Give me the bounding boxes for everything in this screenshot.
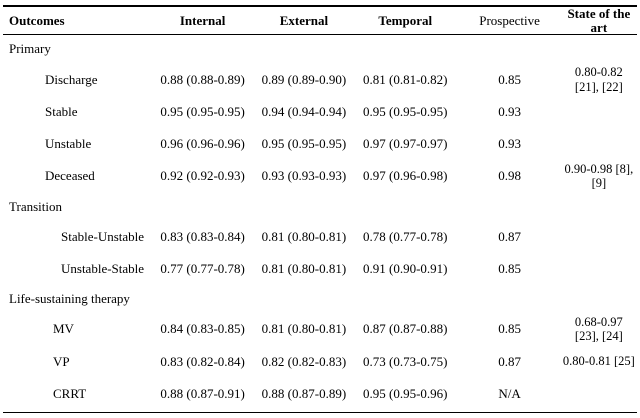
section-label: Life-sustaining therapy (9, 290, 130, 306)
column-header-prospective: Prospective (479, 12, 540, 28)
row-label: VP (53, 353, 70, 369)
cell-external: 0.94 (0.94-0.94) (261, 104, 347, 120)
cell-temporal: 0.81 (0.81-0.82) (362, 71, 448, 87)
data-row: Stable 0.95 (0.95-0.95) 0.94 (0.94-0.94) 0.… (3, 96, 637, 128)
column-header-external: External (279, 12, 329, 28)
cell-sota (561, 221, 637, 253)
column-header-label: Outcomes (9, 12, 65, 28)
table-body: Primary Discharge 0.88 (0.88-0.89) 0.89 (0.… (3, 35, 637, 410)
cell-prospective: 0.93 (498, 104, 521, 120)
cell-prospective: N/A (498, 385, 521, 401)
cell-internal: 0.77 (0.77-0.78) (160, 260, 245, 276)
row-label: MV (53, 321, 74, 337)
row-label: Unstable (45, 136, 92, 152)
data-row: Unstable-Stable 0.77 (0.77-0.78) 0.81 (0.8… (3, 253, 637, 285)
cell-sota: 0.80-0.81 [25] (562, 354, 635, 369)
column-header-temporal: Temporal (378, 12, 433, 28)
section-row: Primary (3, 35, 637, 64)
row-label: Stable-Unstable (61, 228, 145, 244)
cell-prospective: 0.87 (498, 228, 521, 244)
cell-external: 0.88 (0.87-0.89) (261, 385, 347, 401)
results-table: Outcomes Internal External Temporal Prospect… (3, 5, 637, 410)
cell-internal: 0.83 (0.83-0.84) (160, 228, 245, 244)
data-row: Stable-Unstable 0.83 (0.83-0.84) 0.81 (0.8… (3, 221, 637, 253)
cell-temporal: 0.78 (0.77-0.78) (362, 228, 448, 244)
cell-internal: 0.96 (0.96-0.96) (160, 136, 245, 152)
column-header-sota: State of the art (567, 6, 631, 35)
cell-external: 0.81 (0.80-0.81) (261, 260, 347, 276)
cell-prospective: 0.85 (498, 260, 521, 276)
cell-external: 0.93 (0.93-0.93) (261, 168, 347, 184)
data-row: MV 0.84 (0.83-0.85) 0.81 (0.80-0.81) 0.87 (… (3, 313, 637, 346)
cell-sota: 0.80-0.82 [21], [22] (574, 65, 623, 94)
section-label: Primary (9, 41, 51, 57)
cell-external: 0.95 (0.95-0.95) (261, 136, 347, 152)
column-header-internal: Internal (179, 12, 226, 28)
cell-internal: 0.84 (0.83-0.85) (160, 321, 245, 337)
section-label: Transition (9, 198, 62, 214)
data-row: Discharge 0.88 (0.88-0.89) 0.89 (0.89-0.90… (3, 63, 637, 96)
cell-external: 0.82 (0.82-0.83) (261, 353, 347, 369)
cell-sota (561, 253, 637, 285)
cell-prospective: 0.87 (498, 353, 521, 369)
cell-temporal: 0.95 (0.95-0.95) (362, 104, 448, 120)
data-row: Deceased 0.92 (0.92-0.93) 0.93 (0.93-0.93)… (3, 160, 637, 193)
cell-external: 0.89 (0.89-0.90) (261, 71, 347, 87)
cell-internal: 0.83 (0.82-0.84) (160, 353, 245, 369)
cell-temporal: 0.95 (0.95-0.96) (362, 385, 448, 401)
row-label: Discharge (45, 71, 98, 87)
cell-prospective: 0.98 (498, 168, 521, 184)
table-footnote: Abbreviations: CRRT: Continuous Renal Re… (3, 411, 637, 418)
data-row: Unstable 0.96 (0.96-0.96) 0.95 (0.95-0.95)… (3, 128, 637, 160)
cell-internal: 0.88 (0.87-0.91) (160, 385, 245, 401)
cell-sota (561, 96, 637, 128)
cell-internal: 0.88 (0.88-0.89) (160, 71, 245, 87)
data-row: VP 0.83 (0.82-0.84) 0.82 (0.82-0.83) 0.73 (… (3, 346, 637, 378)
cell-external: 0.81 (0.80-0.81) (261, 228, 347, 244)
cell-external: 0.81 (0.80-0.81) (261, 321, 347, 337)
cell-sota (561, 378, 637, 410)
cell-sota: 0.68-0.97 [23], [24] (574, 314, 623, 344)
table-header-row: Outcomes Internal External Temporal Prospect… (3, 6, 637, 35)
cell-temporal: 0.87 (0.87-0.88) (362, 321, 448, 337)
cell-internal: 0.92 (0.92-0.93) (160, 168, 245, 184)
cell-prospective: 0.85 (498, 71, 521, 87)
cell-temporal: 0.73 (0.73-0.75) (362, 353, 448, 369)
data-row: CRRT 0.88 (0.87-0.91) 0.88 (0.87-0.89) 0.95… (3, 378, 637, 410)
section-row: Life-sustaining therapy (3, 285, 637, 313)
cell-prospective: 0.93 (498, 136, 521, 152)
row-label: Stable (45, 104, 78, 120)
row-label: Unstable-Stable (61, 260, 145, 276)
cell-sota: 0.90-0.98 [8], [9] (564, 162, 634, 191)
cell-temporal: 0.97 (0.97-0.97) (362, 136, 448, 152)
cell-internal: 0.95 (0.95-0.95) (160, 104, 245, 120)
row-label: Deceased (45, 168, 95, 184)
cell-temporal: 0.97 (0.96-0.98) (362, 168, 448, 184)
cell-sota (561, 128, 637, 160)
section-row: Transition (3, 193, 637, 221)
cell-prospective: 0.85 (498, 321, 521, 337)
cell-temporal: 0.91 (0.90-0.91) (362, 260, 448, 276)
row-label: CRRT (53, 385, 87, 401)
